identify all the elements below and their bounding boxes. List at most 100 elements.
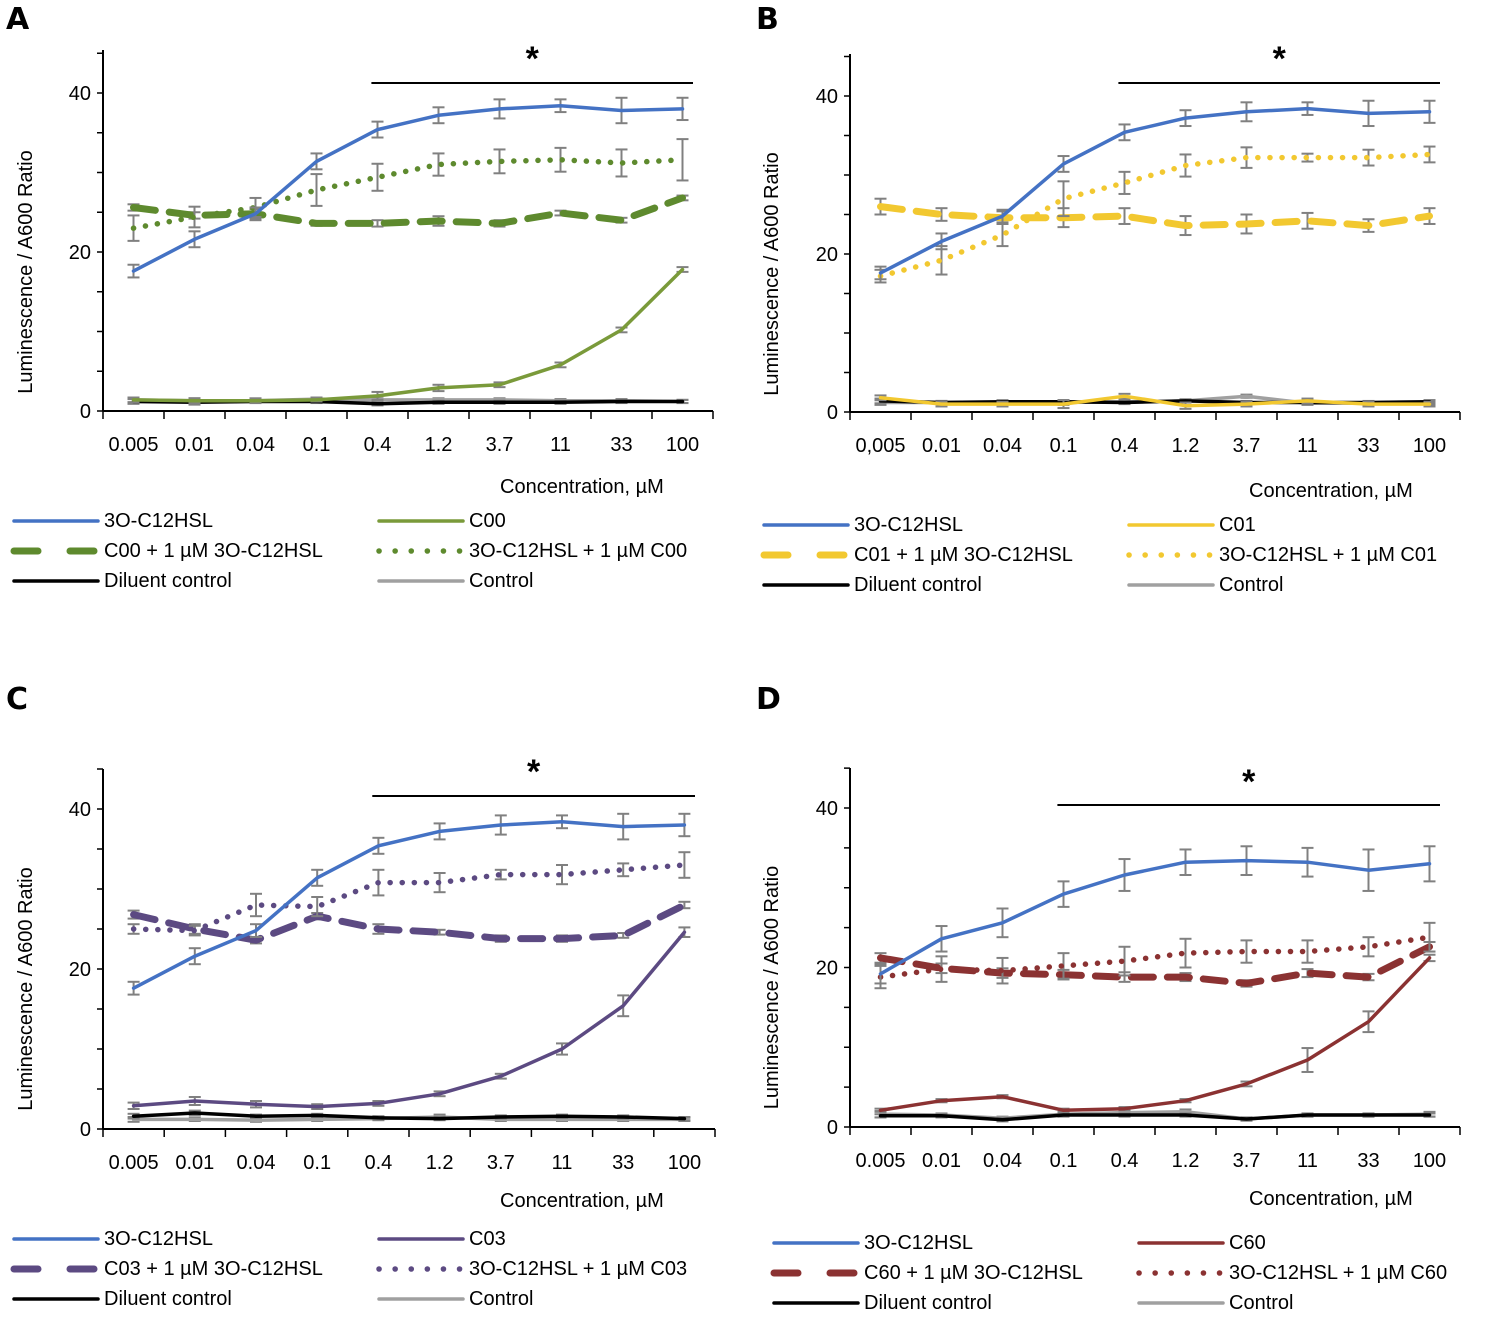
legend-label: C60 + 1 µM 3O-C12HSL	[864, 1261, 1083, 1284]
x-tick-label: 1.2	[1172, 1150, 1200, 1172]
data-point	[193, 215, 197, 219]
legend-label: Diluent control	[854, 573, 982, 596]
legend-item: Control	[375, 1286, 533, 1312]
data-point	[315, 159, 319, 163]
legend-item: 3O-C12HSL + 1 µM C01	[1125, 542, 1437, 568]
data-point	[1123, 959, 1127, 963]
significance-star: *	[1273, 40, 1287, 78]
data-point	[254, 212, 258, 216]
x-axis-label: Concentration, µM	[1249, 480, 1413, 502]
legend-swatch	[377, 1297, 465, 1301]
data-point	[1062, 1113, 1066, 1117]
data-point	[315, 1105, 319, 1109]
series-c03-1-m-3o-c12hsl	[127, 900, 691, 945]
legend-item: 3O-C12HSL	[760, 512, 963, 538]
y-tick-label: 0	[80, 1119, 91, 1141]
data-point	[1306, 860, 1310, 864]
x-tick-label: 33	[612, 1152, 634, 1174]
series-line	[130, 862, 688, 934]
legend-item: Control	[375, 568, 533, 594]
data-point	[682, 823, 686, 827]
series-line	[878, 394, 1432, 408]
data-point	[560, 873, 564, 877]
x-tick-label: 0.1	[1050, 1150, 1078, 1172]
legend-swatch	[772, 1241, 860, 1245]
legend-item: C00	[375, 508, 506, 534]
data-point	[1245, 859, 1249, 863]
x-tick-label: 0.01	[175, 1152, 214, 1174]
data-point	[1123, 1107, 1127, 1111]
data-point	[940, 1099, 944, 1103]
data-point	[681, 107, 685, 111]
data-point	[1428, 862, 1432, 866]
x-tick-label: 3.7	[1233, 435, 1261, 457]
legend-label: 3O-C12HSL + 1 µM C00	[469, 539, 688, 562]
x-tick-label: 11	[550, 434, 571, 456]
data-point	[254, 399, 258, 403]
data-point	[1367, 945, 1371, 949]
legend-label: 3O-C12HSL + 1 µM C03	[469, 1257, 688, 1280]
data-point	[1184, 1099, 1188, 1103]
y-tick-label: 20	[816, 958, 838, 980]
legend-item: Control	[1125, 572, 1283, 598]
legend-swatch	[10, 1265, 102, 1273]
legend-swatch	[12, 579, 100, 583]
data-point	[376, 844, 380, 848]
data-point	[940, 937, 944, 941]
x-tick-label: 3.7	[487, 1152, 515, 1174]
data-point	[682, 863, 686, 867]
data-point	[132, 1104, 136, 1108]
legend-label: 3O-C12HSL + 1 µM C60	[1229, 1261, 1448, 1284]
x-tick-label: 1.2	[426, 1152, 454, 1174]
data-point	[560, 820, 564, 824]
data-point	[681, 399, 685, 403]
data-point	[621, 1004, 625, 1008]
x-tick-label: 0.4	[364, 1152, 392, 1174]
series-line	[131, 267, 685, 403]
data-point	[1245, 1117, 1249, 1121]
data-point	[193, 1117, 197, 1121]
x-tick-label: 0.4	[364, 434, 392, 456]
x-axis-label: Concentration, µM	[1249, 1188, 1413, 1210]
significance-star: *	[526, 40, 540, 78]
y-tick-label: 0	[827, 402, 838, 424]
data-point	[1001, 969, 1005, 973]
x-tick-label: 33	[1357, 435, 1379, 457]
series-line	[131, 930, 687, 1109]
series-line	[877, 203, 1433, 230]
legend-label: 3O-C12HSL	[854, 513, 963, 536]
series-line	[130, 157, 686, 231]
data-point	[376, 1116, 380, 1120]
legend-item: 3O-C12HSL	[10, 1226, 213, 1252]
x-tick-label: 0.01	[922, 1150, 961, 1172]
legend-item: Diluent control	[10, 1286, 232, 1312]
x-tick-label: 0.01	[922, 435, 961, 457]
data-point	[1062, 892, 1066, 896]
data-point	[315, 1113, 319, 1117]
data-point	[1001, 921, 1005, 925]
x-tick-label: 0.1	[303, 434, 331, 456]
series-3o-c12hsl-1-m-c03	[127, 851, 691, 937]
x-tick-label: 100	[1413, 435, 1446, 457]
legend-swatch	[772, 1301, 860, 1305]
series-line	[878, 1113, 1432, 1122]
data-point	[879, 271, 883, 275]
data-point	[560, 1047, 564, 1051]
data-point	[376, 927, 380, 931]
y-tick-label: 40	[816, 86, 838, 108]
data-point	[559, 400, 563, 404]
x-tick-label: 3.7	[1233, 1150, 1261, 1172]
legend-item: Diluent control	[760, 572, 982, 598]
data-point	[376, 881, 380, 885]
x-tick-label: 0.1	[1050, 435, 1078, 457]
series-line	[878, 106, 1432, 275]
data-point	[681, 196, 685, 200]
data-point	[621, 933, 625, 937]
data-point	[1367, 1020, 1371, 1024]
panel-b: B 0 20 40 0,005 0.01 0.04 0.1 0.4 1.2 3.7 11 33 100 L…	[750, 0, 1499, 610]
legend-item: Control	[1135, 1290, 1293, 1316]
x-tick-label: 0.1	[303, 1152, 331, 1174]
data-point	[559, 158, 563, 162]
legend-swatch	[377, 579, 465, 583]
data-point	[376, 175, 380, 179]
